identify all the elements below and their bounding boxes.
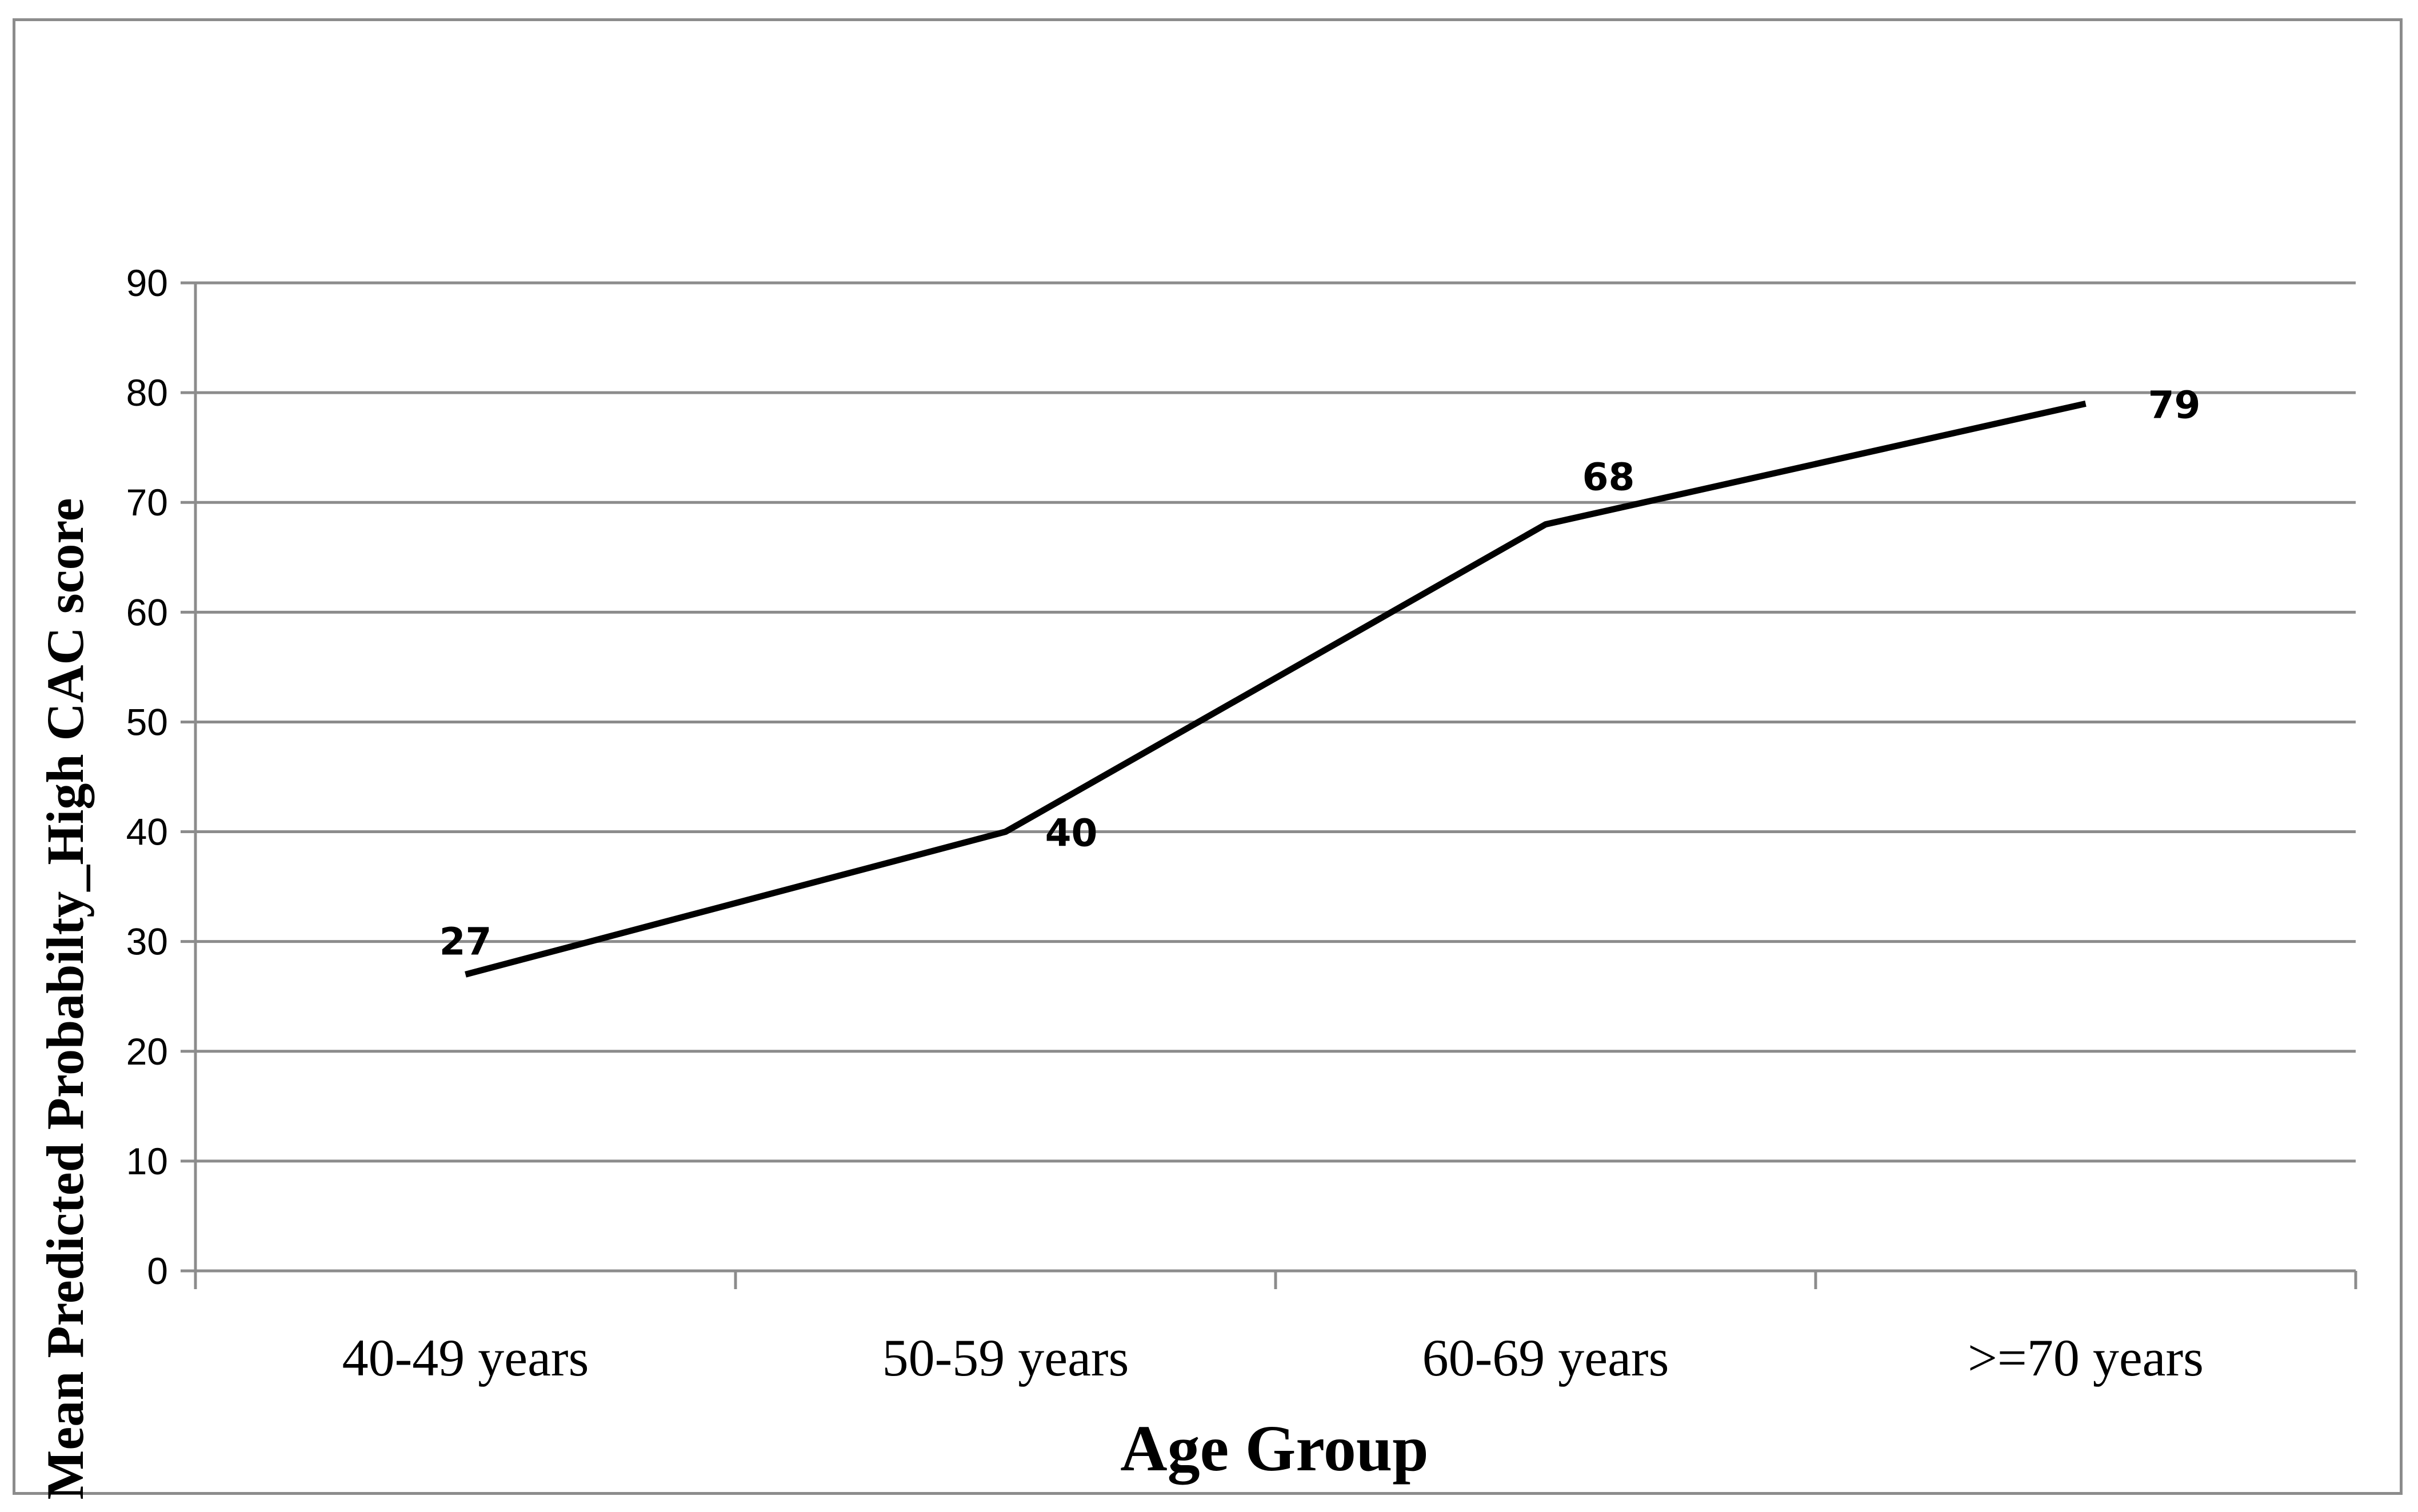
x-axis-title: Age Group	[1120, 1412, 1428, 1485]
x-tick-label: >=70 years	[1968, 1329, 2204, 1387]
x-tick-label: 40-49 years	[342, 1329, 589, 1387]
data-label: 40	[1045, 811, 1098, 855]
series-line	[465, 400, 2087, 978]
x-tick-labels: 40-49 years 50-59 years 60-69 years >=70 ye…	[342, 1329, 2204, 1387]
data-label: 79	[2148, 383, 2201, 427]
x-tick-label: 60-69 years	[1422, 1329, 1669, 1387]
series	[465, 400, 2087, 978]
y-tick-label: 60	[126, 591, 168, 633]
x-tick-label: 50-59 years	[882, 1329, 1129, 1387]
data-labels: 27 40 68 79	[439, 383, 2201, 963]
data-label: 68	[1582, 455, 1635, 499]
y-tick-label: 0	[147, 1250, 168, 1292]
chart-frame	[13, 18, 2403, 1495]
y-tick-label: 20	[126, 1030, 168, 1073]
y-tick-label: 40	[126, 811, 168, 853]
y-tick-labels: 0 10 20 30 40 50 60 70 80 90	[126, 262, 168, 1292]
axes	[181, 281, 2357, 1289]
y-tick-label: 70	[126, 481, 168, 523]
y-tick-label: 90	[126, 262, 168, 304]
y-tick-label: 80	[126, 371, 168, 414]
y-tick-label: 30	[126, 921, 168, 963]
gridlines	[195, 281, 2356, 1163]
y-tick-label: 10	[126, 1140, 168, 1182]
data-label: 27	[439, 919, 492, 963]
y-tick-label: 50	[126, 701, 168, 743]
y-axis-title: Mean Predicted Probabilty_High CAC score	[36, 498, 94, 1500]
